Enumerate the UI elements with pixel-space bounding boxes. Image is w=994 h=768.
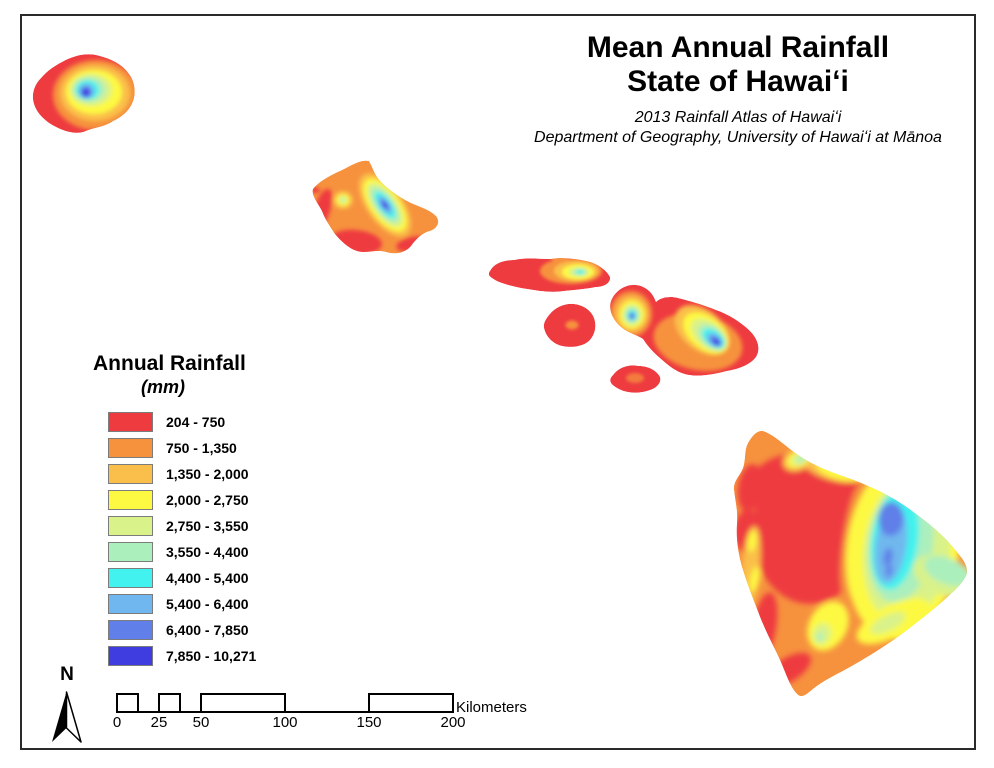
map-subtitle-line2: Department of Geography, University of H… xyxy=(534,129,942,146)
legend-item: 1,350 - 2,000 xyxy=(108,461,293,487)
legend-label: 2,000 - 2,750 xyxy=(166,492,249,508)
legend-label: 2,750 - 3,550 xyxy=(166,518,249,534)
legend-item: 3,550 - 4,400 xyxy=(108,539,293,565)
legend-label: 3,550 - 4,400 xyxy=(166,544,249,560)
legend-swatch xyxy=(108,516,153,536)
legend-item: 750 - 1,350 xyxy=(108,435,293,461)
scale-tick-label: 200 xyxy=(440,714,466,731)
map-title-line1: Mean Annual Rainfall xyxy=(586,31,890,64)
legend-swatch xyxy=(108,646,153,666)
legend-label: 750 - 1,350 xyxy=(166,440,237,456)
legend-swatch xyxy=(108,438,153,458)
scale-units-label: Kilometers xyxy=(456,699,527,716)
scale-tick-label: 100 xyxy=(272,714,298,731)
title-block: Mean Annual Rainfall State of Hawaiʻi 20… xyxy=(488,31,988,148)
scale-tick-label: 25 xyxy=(150,714,168,731)
scale-tick-label: 150 xyxy=(356,714,382,731)
legend-title: Annual Rainfall xyxy=(93,352,246,375)
legend-item: 204 - 750 xyxy=(108,409,293,435)
legend-swatch xyxy=(108,568,153,588)
legend: Annual Rainfall (mm) 204 - 750 750 - 1,3… xyxy=(93,352,293,669)
subtitle-block: 2013 Rainfall Atlas of Hawaiʻi Departmen… xyxy=(488,108,988,148)
legend-label: 6,400 - 7,850 xyxy=(166,622,249,638)
legend-label: 4,400 - 5,400 xyxy=(166,570,249,586)
legend-item: 7,850 - 10,271 xyxy=(108,643,293,669)
legend-units: (mm) xyxy=(141,377,185,397)
scale-tick-label: 50 xyxy=(192,714,210,731)
legend-item: 5,400 - 6,400 xyxy=(108,591,293,617)
legend-swatch xyxy=(108,490,153,510)
scale-tick-label: 0 xyxy=(112,714,122,731)
legend-swatch xyxy=(108,620,153,640)
legend-label: 204 - 750 xyxy=(166,414,226,430)
map-subtitle-line1: 2013 Rainfall Atlas of Hawaiʻi xyxy=(634,109,842,126)
map-title-line2: State of Hawaiʻi xyxy=(627,65,849,98)
legend-item: 4,400 - 5,400 xyxy=(108,565,293,591)
legend-swatch xyxy=(108,542,153,562)
legend-swatch xyxy=(108,594,153,614)
legend-label: 7,850 - 10,271 xyxy=(166,648,257,664)
north-arrow-label: N xyxy=(60,664,74,685)
legend-rows: 204 - 750 750 - 1,350 1,350 - 2,000 2,00… xyxy=(93,409,293,669)
legend-swatch xyxy=(108,412,153,432)
legend-swatch xyxy=(108,464,153,484)
legend-label: 1,350 - 2,000 xyxy=(166,466,249,482)
legend-label: 5,400 - 6,400 xyxy=(166,596,249,612)
legend-item: 2,000 - 2,750 xyxy=(108,487,293,513)
legend-item: 6,400 - 7,850 xyxy=(108,617,293,643)
legend-item: 2,750 - 3,550 xyxy=(108,513,293,539)
